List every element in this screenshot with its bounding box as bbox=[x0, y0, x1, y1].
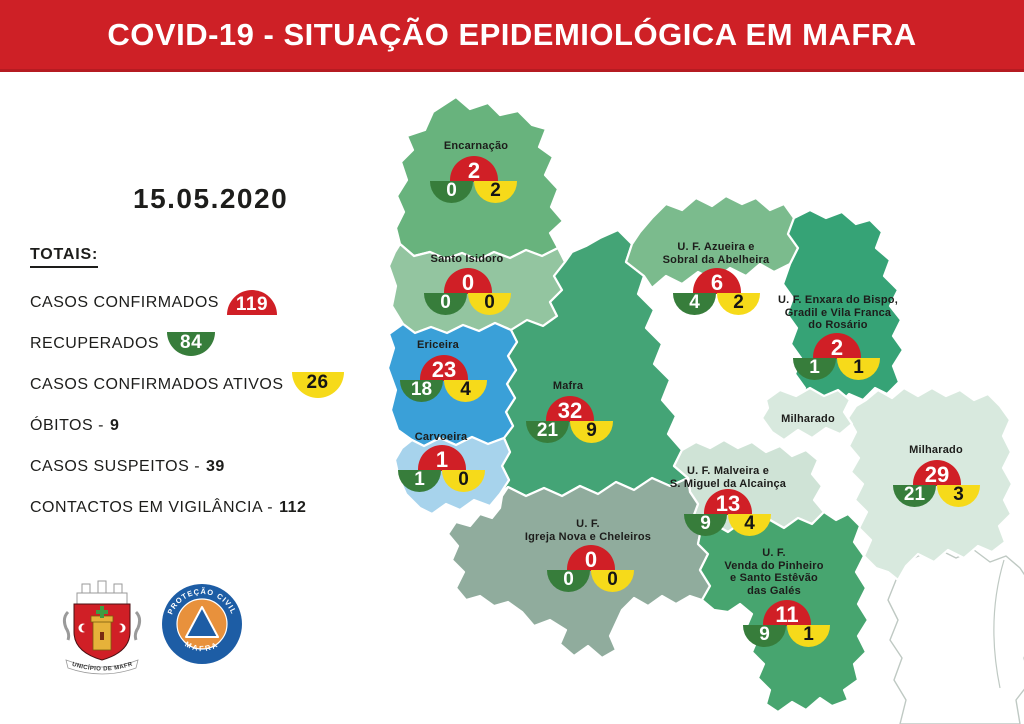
stat-row-confirmed: CASOS CONFIRMADOS 119 bbox=[30, 282, 380, 323]
stat-row-deaths: ÓBITOS - 9 bbox=[30, 405, 380, 446]
region-carvoeira-shape bbox=[393, 435, 512, 516]
protecao-civil-bottom-text: MAFRA bbox=[183, 640, 218, 654]
active-total-badge: 26 bbox=[291, 371, 344, 398]
header-banner: COVID-19 - SITUAÇÃO EPIDEMIOLÓGICA EM MA… bbox=[0, 0, 1024, 72]
region-milharado-exclave-shape bbox=[760, 386, 854, 442]
svg-text:MAFRA: MAFRA bbox=[183, 640, 220, 654]
stat-label: CONTACTOS EM VIGILÂNCIA - bbox=[30, 498, 274, 516]
confirmed-total-badge: 119 bbox=[226, 290, 277, 315]
protecao-civil-mafra-logo: PROTEÇÃO CIVIL MAFRA bbox=[162, 584, 242, 664]
stat-row-recovered: RECUPERADOS 84 bbox=[30, 323, 380, 364]
region-milharado-shape bbox=[846, 386, 1014, 582]
civil-protection-triangle-icon bbox=[185, 606, 219, 638]
mural-crown-icon bbox=[62, 580, 142, 641]
shield-icon bbox=[73, 603, 131, 661]
stat-label: CASOS SUSPEITOS - bbox=[30, 457, 201, 475]
stat-row-suspected: CASOS SUSPEITOS - 39 bbox=[30, 446, 380, 487]
region-ericeira-shape bbox=[386, 321, 519, 448]
report-date: 15.05.2020 bbox=[133, 183, 289, 214]
stat-label: CASOS CONFIRMADOS ATIVOS bbox=[30, 375, 284, 393]
totals-panel: TOTAIS: CASOS CONFIRMADOS 119 RECUPERADO… bbox=[30, 246, 380, 528]
stat-label: CASOS CONFIRMADOS bbox=[30, 293, 219, 311]
region-venda-shape bbox=[696, 510, 870, 714]
mafra-parishes-map bbox=[386, 95, 1024, 724]
stat-row-surveillance: CONTACTOS EM VIGILÂNCIA - 112 bbox=[30, 487, 380, 528]
neighbor-municipality-outline bbox=[887, 547, 1024, 724]
page-title: COVID-19 - SITUAÇÃO EPIDEMIOLÓGICA EM MA… bbox=[107, 16, 917, 52]
stat-value: 39 bbox=[206, 457, 225, 475]
totals-heading: TOTAIS: bbox=[30, 246, 99, 268]
stat-value: 112 bbox=[279, 498, 307, 516]
stat-value: 9 bbox=[109, 416, 120, 434]
stat-label: RECUPERADOS bbox=[30, 334, 160, 352]
stat-row-active: CASOS CONFIRMADOS ATIVOS 26 bbox=[30, 364, 380, 405]
stat-label: ÓBITOS - bbox=[30, 416, 104, 434]
region-encarnacao-shape bbox=[394, 95, 565, 262]
recovered-total-badge: 84 bbox=[167, 331, 216, 356]
neighbor-municipality-border bbox=[993, 559, 1005, 689]
municipio-mafra-coat-of-arms: MUNICÍPIO DE MAFRA bbox=[60, 576, 142, 675]
region-enxara-shape bbox=[781, 208, 905, 413]
region-azueira-shape bbox=[624, 194, 800, 290]
